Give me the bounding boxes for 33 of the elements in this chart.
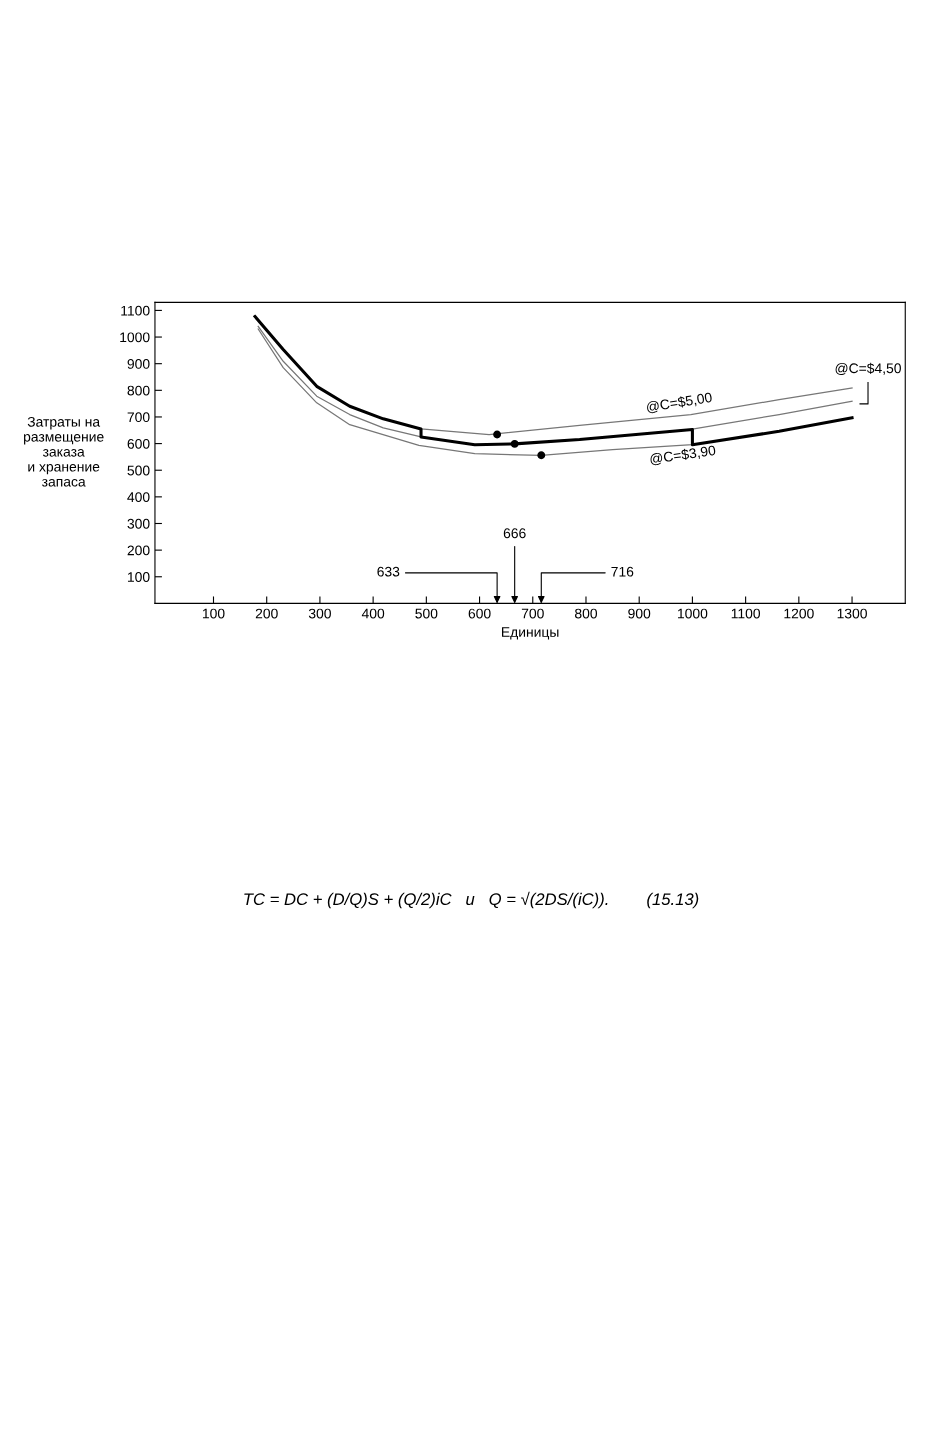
y-axis-title: Затраты на размещение заказа и хранение запаса bbox=[24, 416, 104, 487]
x-tick-label: 700 bbox=[521, 608, 544, 619]
y-tick-label: 400 bbox=[127, 492, 150, 503]
x-axis-title: Единицы bbox=[502, 627, 559, 640]
y-tick-label: 1000 bbox=[120, 332, 150, 343]
annotation: 633 bbox=[377, 566, 400, 577]
text: @C=$4,50 bbox=[835, 362, 901, 375]
x-tick-label: 800 bbox=[575, 608, 598, 619]
x-tick-label: 300 bbox=[308, 608, 331, 619]
text: @C=$3,90 bbox=[649, 444, 717, 466]
annotation: 716 bbox=[611, 566, 634, 577]
x-tick-label: 1000 bbox=[678, 608, 708, 619]
x-tick-label: 400 bbox=[361, 608, 385, 619]
y-tick-label: 200 bbox=[127, 545, 150, 556]
y-tick-label: 900 bbox=[127, 359, 150, 369]
annotation: 666 bbox=[503, 528, 526, 539]
y-tick-label: 600 bbox=[127, 438, 150, 449]
x-tick-label: 1100 bbox=[731, 608, 761, 619]
text: TC = DC + (D/Q)S + (Q/2)iC и Q = √(2DS/(iC)). (15.13) bbox=[244, 891, 699, 909]
x-tick-label: 500 bbox=[415, 608, 438, 619]
y-tick-label: 700 bbox=[127, 412, 150, 423]
y-tick-label: 100 bbox=[127, 572, 150, 582]
text: @C=$5,00 bbox=[646, 391, 713, 414]
x-tick-label: 200 bbox=[255, 608, 278, 619]
y-tick-label: 300 bbox=[127, 518, 150, 529]
y-tick-label: 500 bbox=[127, 465, 150, 476]
x-tick-label: 100 bbox=[202, 608, 225, 619]
x-tick-label: 900 bbox=[628, 608, 651, 619]
y-tick-label: 1100 bbox=[121, 305, 150, 316]
x-tick-label: 1200 bbox=[784, 608, 814, 619]
y-tick-label: 800 bbox=[127, 385, 150, 396]
x-tick-label: 600 bbox=[468, 608, 491, 619]
x-tick-label: 1300 bbox=[837, 608, 867, 619]
